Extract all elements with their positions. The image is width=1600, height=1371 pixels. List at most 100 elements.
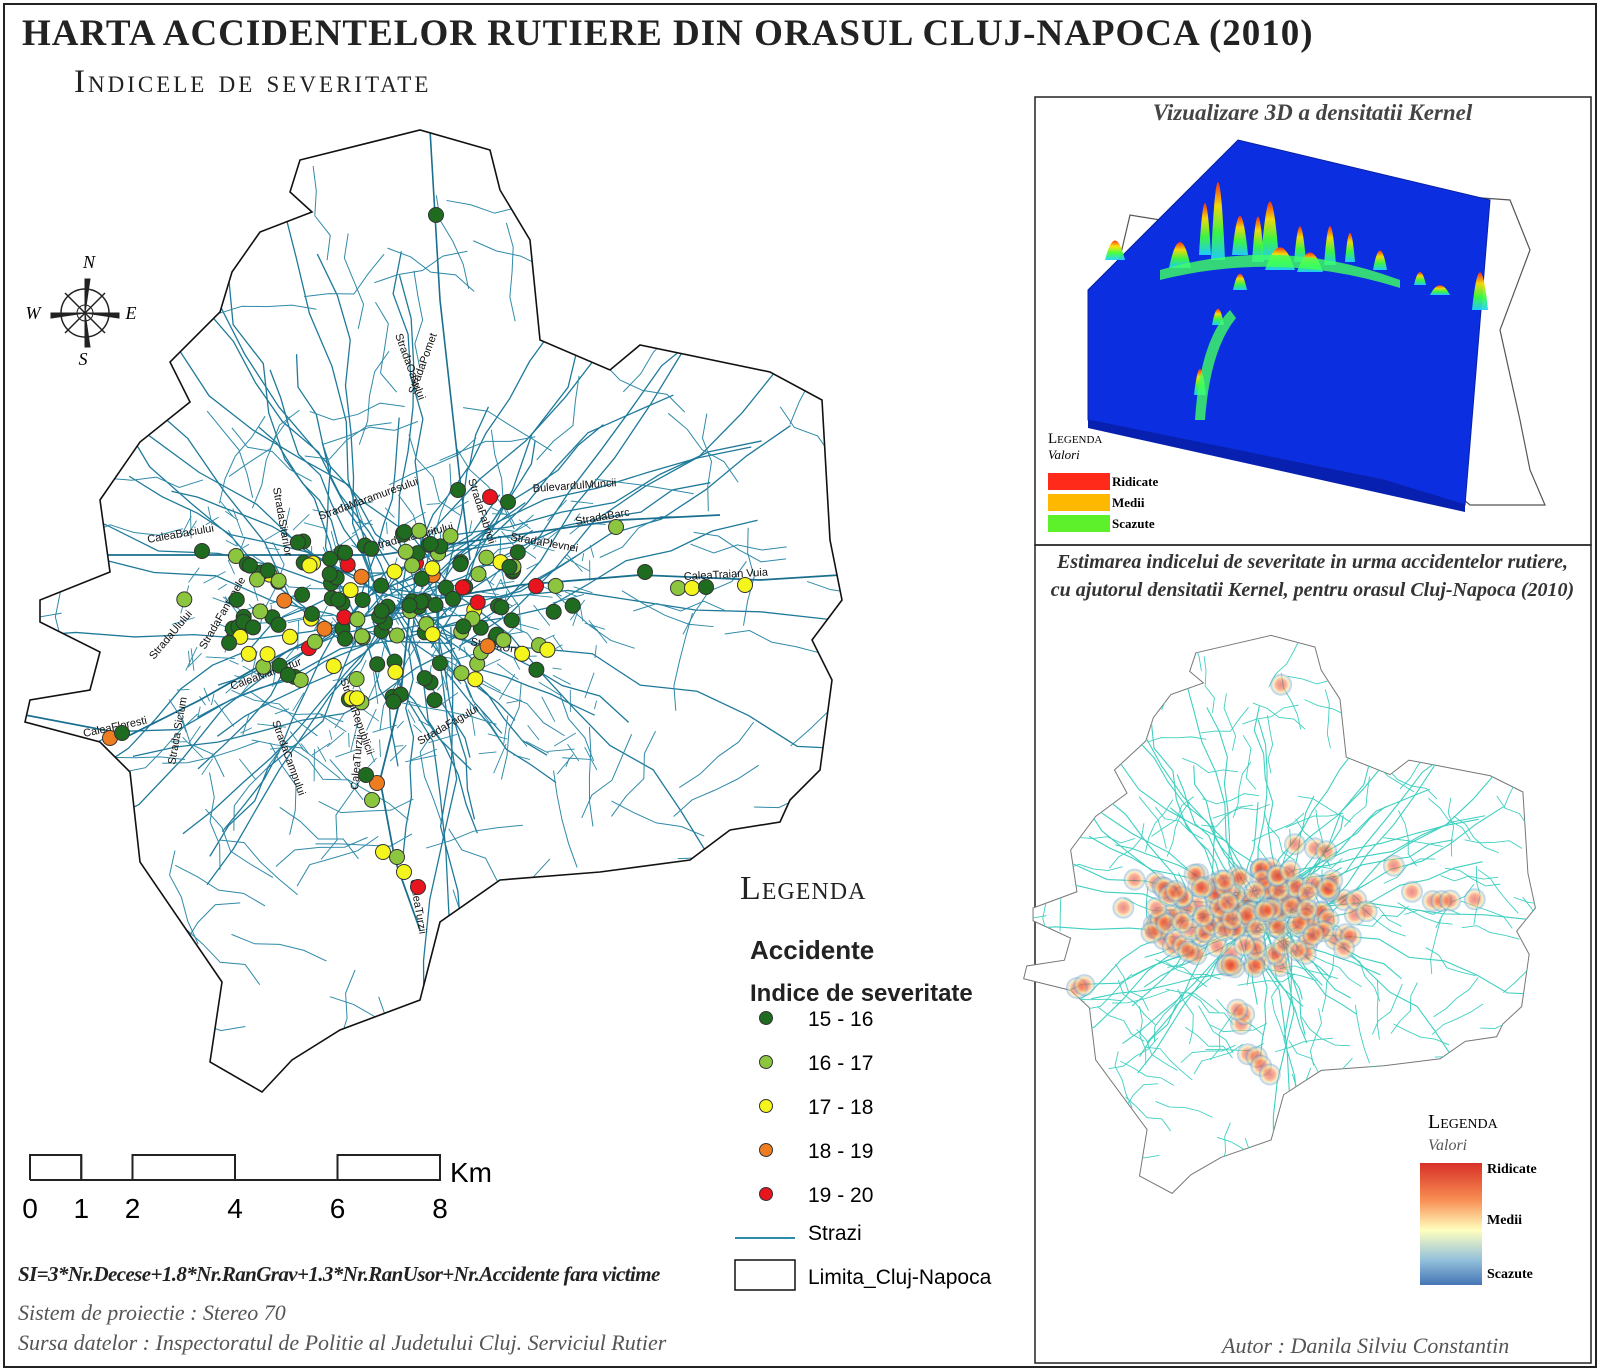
kernel-density xyxy=(1112,896,1135,919)
accident-point xyxy=(608,519,624,535)
street xyxy=(239,543,250,551)
street xyxy=(179,515,192,538)
kernel-street xyxy=(1112,989,1171,1004)
density-peak xyxy=(1105,240,1125,260)
kernel-street xyxy=(1252,702,1306,730)
street xyxy=(253,585,259,602)
kernel-street xyxy=(1447,797,1455,857)
accident-point xyxy=(303,605,320,622)
legend-label: 19 - 20 xyxy=(808,1184,873,1207)
density-peak xyxy=(1345,232,1355,262)
street xyxy=(286,745,364,801)
street xyxy=(518,735,528,747)
accident-point xyxy=(424,626,441,643)
accident-point xyxy=(401,597,418,614)
kernel-street xyxy=(1263,811,1296,861)
street xyxy=(426,824,523,849)
street xyxy=(506,699,522,704)
street xyxy=(166,264,231,334)
kernel-street xyxy=(1200,707,1249,734)
kernel-street xyxy=(1371,984,1403,1035)
street xyxy=(581,553,585,562)
street xyxy=(803,238,815,334)
accident-point xyxy=(547,577,564,594)
accident-point xyxy=(369,656,386,673)
street xyxy=(402,620,416,856)
street xyxy=(651,130,692,151)
kernel-street xyxy=(1324,689,1331,749)
accident-point xyxy=(404,557,421,574)
street xyxy=(237,680,252,699)
legend-symbol xyxy=(759,1011,773,1025)
street xyxy=(536,162,556,259)
street xyxy=(233,747,282,831)
scale-unit: Km xyxy=(450,1157,492,1188)
kernel-street xyxy=(1064,672,1103,717)
street xyxy=(518,519,531,530)
street xyxy=(25,130,72,187)
street xyxy=(431,646,438,658)
street xyxy=(499,536,522,632)
street xyxy=(538,681,595,762)
kernel-street xyxy=(1049,1063,1096,1103)
street xyxy=(317,746,327,762)
street xyxy=(581,734,633,819)
legend-title: Legenda xyxy=(740,870,867,907)
street xyxy=(463,407,552,452)
street xyxy=(450,500,469,512)
legend: 15 - 16 16 - 17 17 - 18 18 - 19 19 - 20 Straz… xyxy=(734,1008,992,1291)
kernel-street xyxy=(1203,656,1215,713)
density-peak xyxy=(1414,272,1426,285)
kernel-density xyxy=(1302,923,1325,946)
accident-point xyxy=(221,634,238,651)
kernel-street xyxy=(1028,1014,1052,1070)
accident-point xyxy=(389,849,405,865)
street xyxy=(429,576,708,854)
kernel-street xyxy=(1108,823,1145,869)
kernel-density xyxy=(1270,673,1293,696)
street xyxy=(493,858,551,939)
kernel-density xyxy=(1177,940,1200,963)
street xyxy=(373,671,379,705)
kernel-street xyxy=(1416,712,1475,722)
kernel-density xyxy=(1244,880,1267,903)
street xyxy=(375,301,398,393)
street-label: BulevardulMuncii xyxy=(532,477,616,495)
kernel-street xyxy=(1309,1008,1323,1066)
street xyxy=(586,163,661,226)
scale-label: 2 xyxy=(125,1193,141,1224)
compass-line xyxy=(64,292,86,314)
street xyxy=(410,748,438,761)
author: Autor : Danila Silviu Constantin xyxy=(1222,1333,1510,1358)
street xyxy=(389,437,477,486)
street xyxy=(221,599,350,833)
kernel-street xyxy=(1522,896,1536,951)
street xyxy=(217,583,228,591)
kernel-street xyxy=(1352,1067,1406,1091)
accident-point xyxy=(479,638,496,655)
accident-point xyxy=(228,591,245,608)
density-ridge xyxy=(1195,310,1236,420)
kernel-density xyxy=(1283,833,1306,856)
street xyxy=(256,703,266,711)
street xyxy=(526,741,549,754)
street xyxy=(362,552,372,578)
kernel-street xyxy=(1180,1044,1236,1063)
kernel-density xyxy=(1355,900,1378,923)
street xyxy=(559,895,573,993)
street xyxy=(251,416,291,509)
street xyxy=(439,436,536,461)
accident-point xyxy=(422,536,439,552)
street xyxy=(186,520,197,537)
street xyxy=(589,544,595,558)
legend-swatch-3d xyxy=(1048,473,1110,490)
kernel-street xyxy=(1395,1154,1454,1163)
street xyxy=(149,1021,246,1033)
legend-label: 17 - 18 xyxy=(808,1096,873,1119)
kernel-street xyxy=(1461,925,1520,940)
accident-point xyxy=(545,603,562,620)
legend-symbol xyxy=(759,1187,773,1201)
street xyxy=(608,257,680,326)
street xyxy=(343,233,365,329)
